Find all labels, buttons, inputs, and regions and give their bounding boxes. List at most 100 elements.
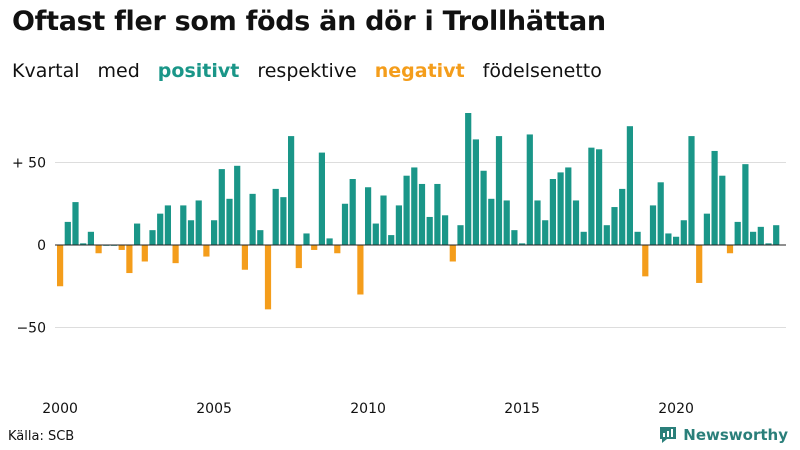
bar [426,216,433,245]
bar [719,175,726,245]
bar [241,245,248,270]
bar [619,188,626,245]
bar [480,170,487,245]
brand-logo: Newsworthy [658,425,788,445]
bar [603,225,610,245]
bar [234,165,241,245]
brand-name: Newsworthy [683,426,788,444]
bar [95,245,102,254]
source-note: Källa: SCB [8,429,75,444]
bar [642,245,649,277]
bar [634,231,641,245]
bar [557,172,564,245]
bar [280,197,287,245]
bar [449,245,456,262]
bar [418,183,426,245]
bar [341,203,349,245]
bar [180,205,187,245]
bar [203,245,210,257]
x-tick-label: 2020 [658,401,694,417]
newsworthy-logo-icon [660,427,677,443]
chart-title: Oftast fler som föds än dör i Trollhätta… [12,6,606,37]
bar [226,198,233,245]
bar [372,223,379,245]
bar [218,169,225,245]
bar [526,134,533,245]
bar [495,136,503,245]
bar [57,245,64,287]
bar [534,200,541,245]
bar [72,202,79,245]
bar [87,231,94,245]
bar [118,245,125,250]
bar [734,221,741,245]
bar [318,152,325,245]
y-tick-label: −50 [16,321,46,337]
x-tick-label: 2000 [42,401,78,417]
bar [157,213,164,245]
bar [703,213,710,245]
bar [80,243,87,245]
bar [726,245,734,254]
bar [442,215,449,245]
bar [611,207,618,245]
y-tick-label: 0 [37,238,46,254]
bar [395,205,402,245]
legend-positive: positivt [157,60,240,82]
bar [549,179,556,245]
bar [365,187,372,245]
bar [572,200,580,245]
x-tick-label: 2015 [504,401,540,417]
bar [187,220,195,245]
chart-subtitle: Kvartal med positivt respektive negativt föde… [12,60,620,82]
bar [580,231,587,245]
bar [141,245,148,262]
legend-negative: negativt [374,60,465,82]
bar [272,188,279,245]
bar [750,231,757,245]
bar [249,193,256,245]
bar [472,139,479,245]
x-tick-label: 2005 [196,401,232,417]
bar [765,243,772,245]
subtitle-word-respektive: respektive [257,60,357,82]
y-tick-label: + 50 [12,156,46,172]
bar [264,245,272,310]
bar [349,179,356,245]
bar [64,221,71,245]
bar [488,198,495,245]
subtitle-word-med: med [97,60,140,82]
bar [773,225,780,245]
bar [195,200,202,245]
bar [357,245,364,295]
bar [742,164,749,245]
bar [588,147,595,245]
bar [673,236,680,245]
bar [303,233,310,245]
bar [326,238,333,245]
bar [288,136,295,245]
bar [172,245,179,264]
bar [149,230,156,245]
bar [164,205,171,245]
bar [257,230,264,245]
bar [126,245,133,274]
bar [665,233,672,245]
bar [649,205,657,245]
bar [596,149,603,245]
bar [503,200,510,245]
bar [134,223,141,245]
bar [757,226,764,245]
bar [688,136,695,245]
bar [334,245,341,254]
bar [311,245,318,250]
bar [680,220,687,245]
subtitle-word-kvartal: Kvartal [12,60,80,82]
bar [380,195,387,245]
bar [711,150,718,245]
bar [211,220,218,245]
bar [696,245,703,283]
bar [434,183,441,245]
bar [388,235,395,245]
